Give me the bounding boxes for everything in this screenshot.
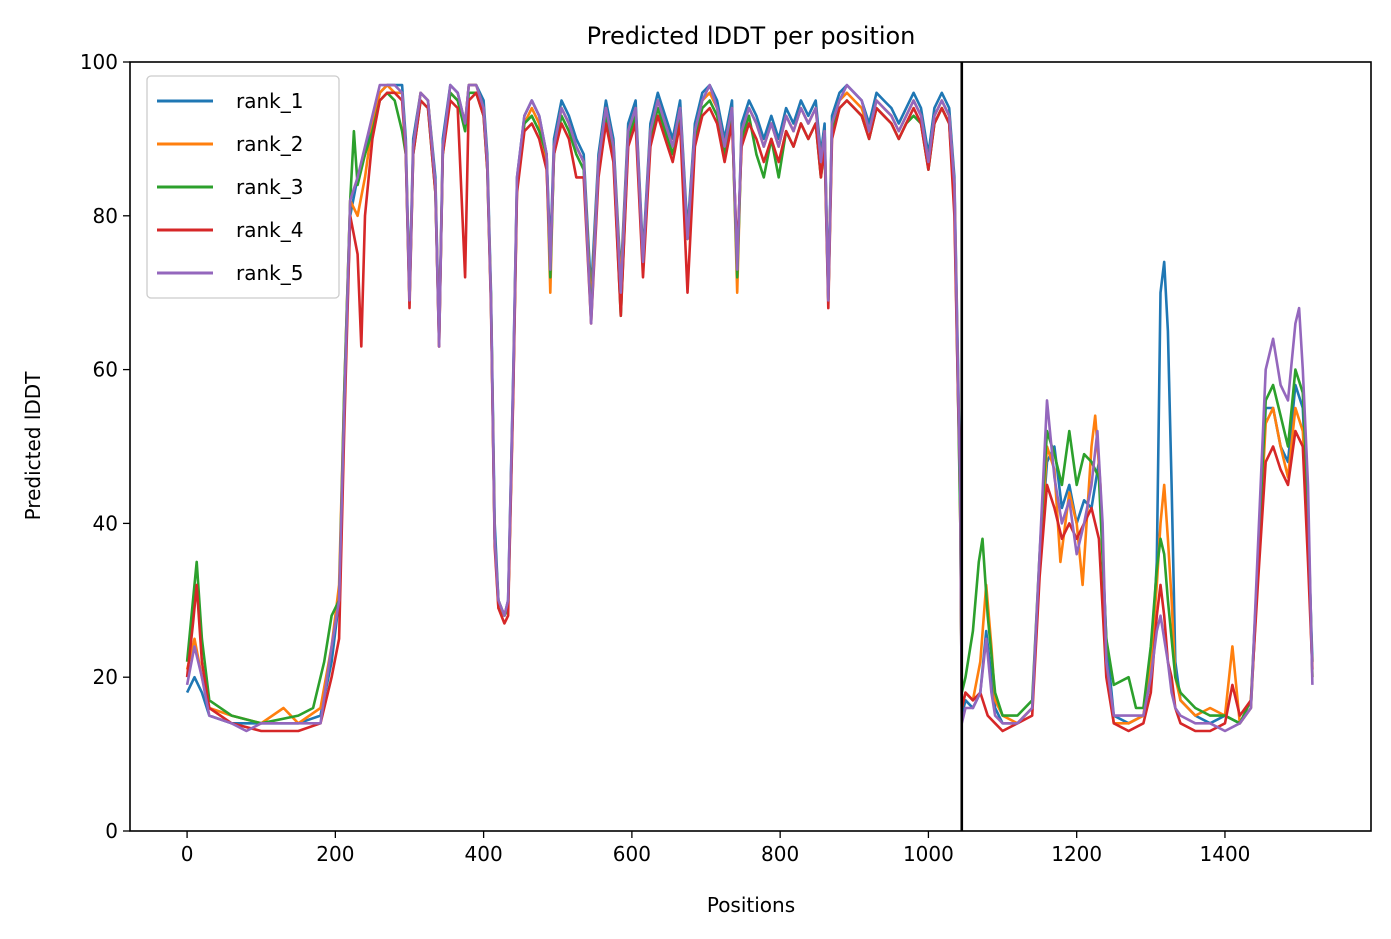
y-tick-label: 0 bbox=[105, 819, 118, 843]
x-tick-label: 1400 bbox=[1200, 842, 1251, 866]
y-tick-label: 100 bbox=[80, 50, 118, 74]
legend-label-rank-3: rank_3 bbox=[236, 175, 303, 199]
x-tick-label: 1200 bbox=[1051, 842, 1102, 866]
legend: rank_1 rank_2 rank_3 rank_4 rank_5 bbox=[146, 75, 340, 299]
y-tick-label: 60 bbox=[93, 358, 118, 382]
plot-area bbox=[185, 62, 1314, 831]
legend-box bbox=[146, 75, 340, 299]
x-axis: 0 200 400 600 800 1000 1200 1400 bbox=[181, 831, 1251, 866]
legend-label-rank-5: rank_5 bbox=[236, 261, 303, 285]
x-tick-label: 200 bbox=[316, 842, 354, 866]
series-line-rank-5 bbox=[185, 83, 1314, 733]
x-axis-label: Positions bbox=[707, 893, 795, 917]
chart-title: Predicted lDDT per position bbox=[587, 22, 916, 50]
legend-label-rank-2: rank_2 bbox=[236, 132, 303, 156]
y-axis-label: Predicted lDDT bbox=[21, 371, 45, 521]
y-axis: 0 20 40 60 80 100 bbox=[80, 50, 130, 843]
x-tick-label: 800 bbox=[761, 842, 799, 866]
x-tick-label: 0 bbox=[181, 842, 194, 866]
y-tick-label: 40 bbox=[93, 511, 118, 535]
y-tick-label: 20 bbox=[93, 665, 118, 689]
legend-label-rank-4: rank_4 bbox=[236, 218, 303, 242]
axes-frame bbox=[129, 61, 1372, 832]
x-tick-label: 1000 bbox=[903, 842, 954, 866]
legend-label-rank-1: rank_1 bbox=[236, 89, 303, 113]
x-tick-label: 400 bbox=[465, 842, 503, 866]
y-tick-label: 80 bbox=[93, 204, 118, 228]
x-tick-label: 600 bbox=[613, 842, 651, 866]
